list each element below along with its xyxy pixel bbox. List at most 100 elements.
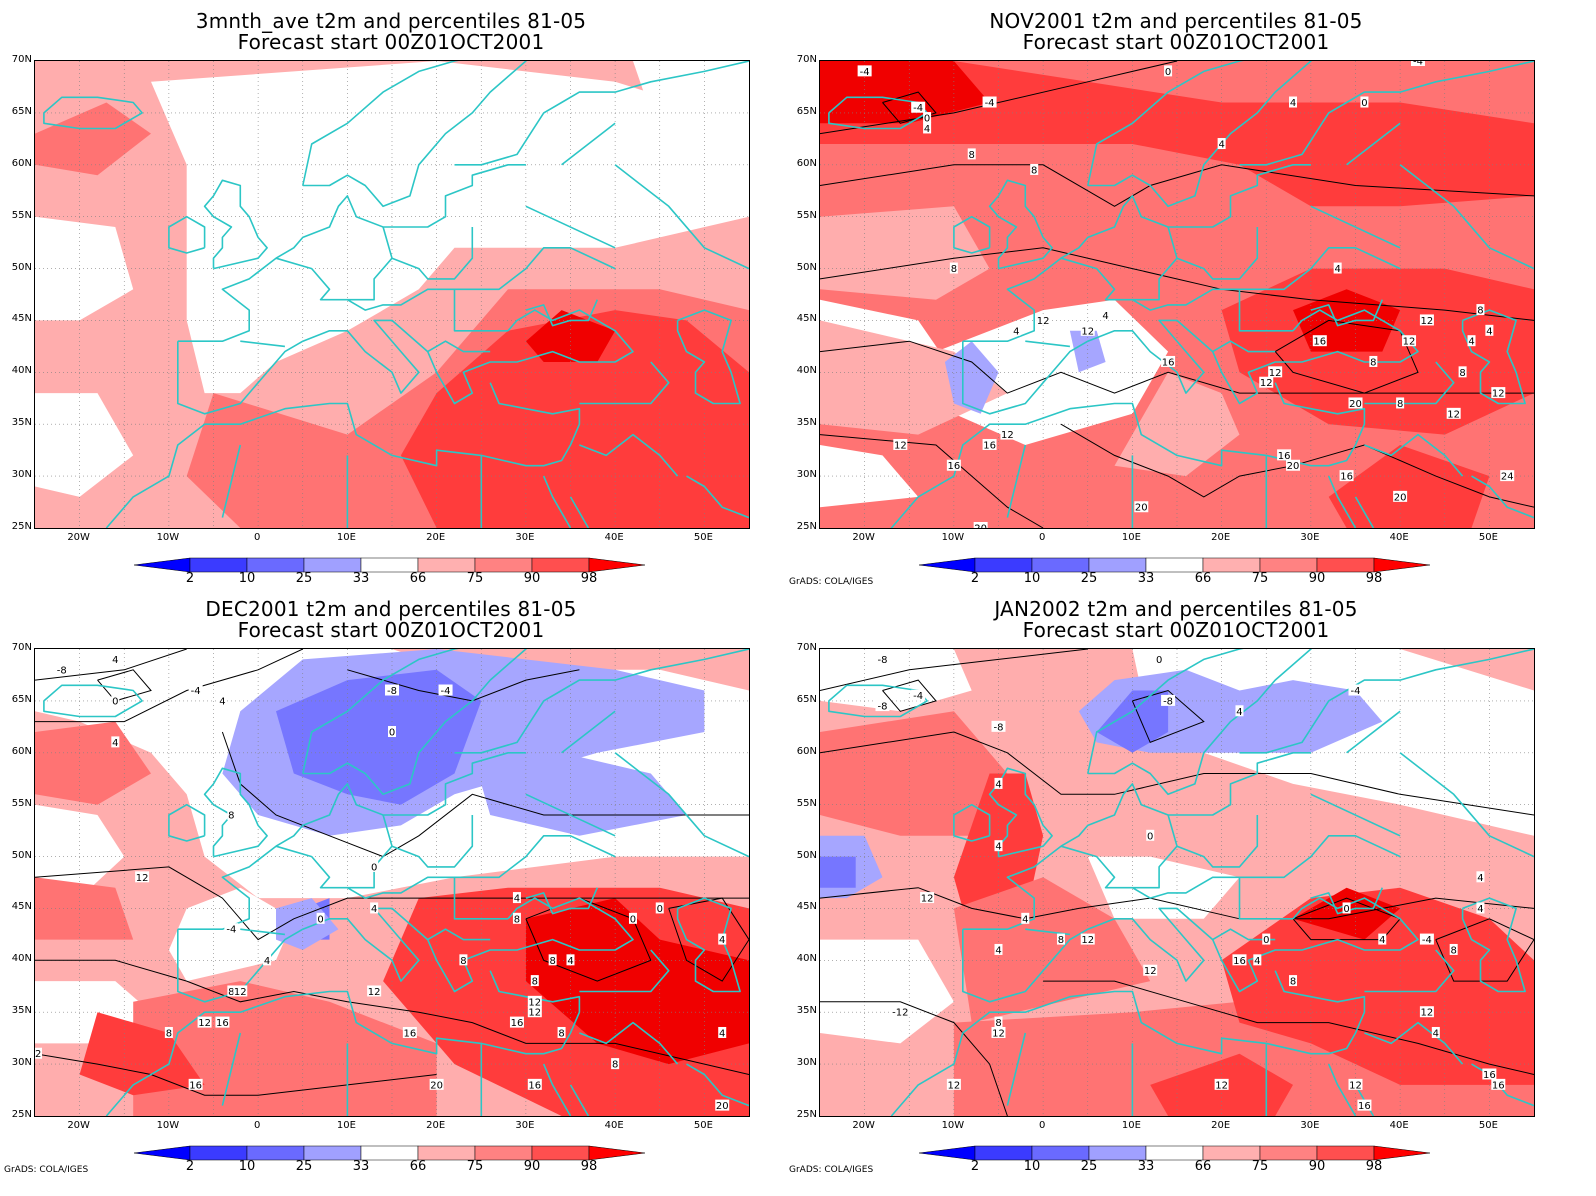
coastlines	[43, 61, 749, 528]
contour-label: 4	[371, 904, 377, 915]
coastline	[1087, 61, 1312, 208]
contour-label-bg	[111, 653, 120, 665]
colorbar-low-arrow	[133, 557, 191, 573]
contour-label-bg	[227, 809, 236, 821]
contour-label: 16	[528, 1080, 541, 1091]
contour-label: 12	[1421, 316, 1434, 327]
coastline	[1131, 835, 1401, 899]
contour-label: 0	[657, 904, 663, 915]
contour-line	[1292, 897, 1401, 941]
coastline	[1212, 928, 1276, 941]
contour-label-bg	[316, 912, 325, 924]
contour-label: 4	[719, 935, 725, 946]
coastline	[1364, 433, 1464, 477]
contour-label-bg	[1000, 428, 1015, 440]
coastline	[453, 289, 508, 332]
contour-label-bg	[611, 1058, 620, 1070]
contour-label-bg	[967, 148, 976, 160]
contour-label: -4	[226, 925, 236, 936]
coastline	[221, 444, 242, 518]
contour-label: -4	[1422, 935, 1432, 946]
lat-tick-label: 65N	[11, 693, 32, 705]
colorbar-label: 10	[238, 571, 256, 586]
contour-line	[820, 247, 1534, 321]
lat-tick-label: 35N	[11, 1005, 32, 1017]
colorbar-segment	[1202, 557, 1261, 573]
lon-tick-label: 0	[253, 1120, 261, 1131]
coastline	[346, 835, 616, 899]
lon-tick-label: 20E	[426, 1120, 446, 1131]
contour-label: 0	[1263, 935, 1269, 946]
coastline	[43, 684, 143, 718]
contour-label-bg	[1164, 65, 1173, 77]
contour-label-bg	[429, 1078, 444, 1090]
contour-label-bg	[1476, 902, 1485, 914]
contour-label: 12	[528, 997, 541, 1008]
panel-title-line2: Forecast start 00Z01OCT2001	[1022, 30, 1330, 54]
contour-label: 20	[1349, 399, 1362, 410]
contour-label-bg	[402, 1026, 417, 1038]
contour-label: 20	[430, 1080, 443, 1091]
contour-label-bg	[982, 96, 997, 108]
contour-label-bg	[1289, 96, 1298, 108]
panel-title-line1: JAN2002 t2m and percentiles 81-05	[994, 597, 1358, 621]
contour-label: 20	[1287, 461, 1300, 472]
contour-label-bg	[1277, 449, 1292, 461]
lat-tick-label: 60N	[11, 157, 32, 169]
colorbar-label: 10	[1023, 1159, 1041, 1174]
contour-label: 12	[234, 987, 247, 998]
shade-red	[1221, 887, 1534, 1085]
contour-label-bg	[1268, 366, 1283, 378]
lon-tick-label: 20W	[67, 532, 90, 543]
contour-label-bg	[946, 459, 961, 471]
contour-label-bg	[135, 871, 150, 883]
contour-labels: 4-8-40-804-44812004-44480881212161612881…	[35, 653, 730, 1112]
contour-label: 4	[1013, 326, 1019, 337]
contour-label: 12	[136, 873, 149, 884]
colorbar-segment	[1145, 1145, 1204, 1161]
contour-label-bg	[218, 694, 227, 706]
contour-label-bg	[1348, 397, 1363, 409]
lon-tick-label: 50E	[693, 532, 713, 543]
contour-label: 16	[1492, 1080, 1505, 1091]
coastline	[579, 433, 679, 477]
lon-tick-label: 50E	[1478, 1120, 1498, 1131]
contour-label: 8	[1290, 977, 1296, 988]
contour-label-bg	[1312, 335, 1327, 347]
contour-label-bg	[1419, 1006, 1434, 1018]
contour-label-bg	[923, 122, 932, 134]
contour-label-bg	[1357, 1099, 1372, 1111]
lon-tick-label: 40E	[604, 1120, 624, 1131]
coastline	[1471, 475, 1534, 519]
coastline	[177, 164, 526, 343]
coastline	[542, 475, 572, 528]
lat-tick-label: 30N	[796, 469, 817, 481]
contour-label-bg	[1259, 376, 1274, 388]
contour-label-bg	[1036, 314, 1051, 326]
contour-label: 16	[1358, 1101, 1371, 1112]
colorbar-low-arrow	[918, 557, 976, 573]
coastline	[579, 1021, 679, 1065]
contour-label-bg	[1286, 459, 1301, 471]
contour-label-bg	[1080, 324, 1095, 336]
contour-label-bg	[1482, 1068, 1497, 1080]
lat-tick-label: 25N	[11, 1109, 32, 1120]
contour-line	[1043, 980, 1534, 1075]
lon-tick-label: 40E	[1389, 532, 1409, 543]
shade-mid-blue	[276, 669, 482, 805]
coastline	[1399, 164, 1534, 270]
contour-label: 20	[1135, 503, 1148, 514]
lat-tick-label: 70N	[796, 54, 817, 65]
contour-label-bg	[459, 954, 468, 966]
lat-tick-label: 40N	[796, 953, 817, 965]
colorbar-segment	[360, 557, 419, 573]
lon-tick-label: 30E	[515, 532, 535, 543]
colorbar-segment	[974, 1145, 1033, 1161]
lon-tick-label: 10W	[941, 532, 965, 543]
contour-label-bg	[1491, 387, 1506, 399]
colorbar-segment	[303, 1145, 362, 1161]
lat-tick-label: 55N	[11, 209, 32, 221]
coastline	[953, 803, 991, 842]
contour-line	[1131, 689, 1205, 744]
contour-label: 8	[228, 987, 234, 998]
